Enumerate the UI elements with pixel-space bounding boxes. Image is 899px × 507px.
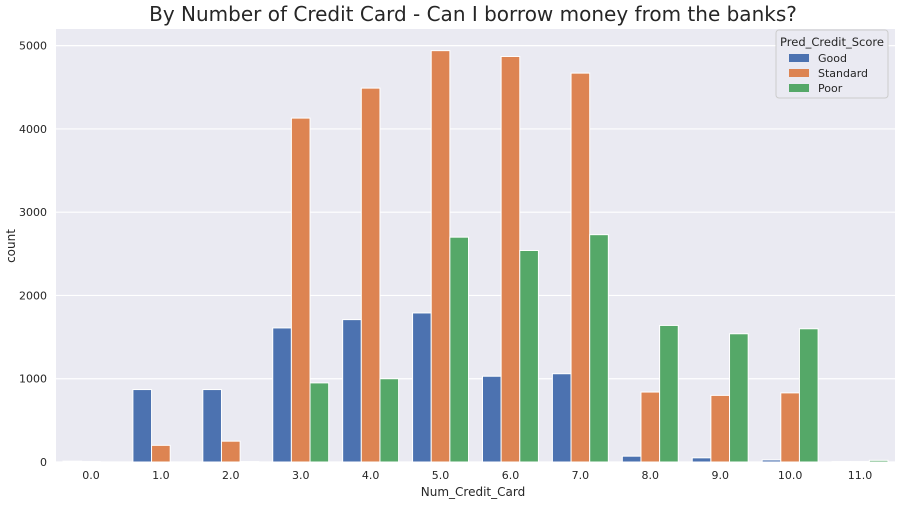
bar-standard-7.0: [571, 73, 590, 462]
legend-swatch-poor: [789, 84, 809, 92]
chart-title: By Number of Credit Card - Can I borrow …: [149, 2, 797, 26]
bar-poor-5.0: [450, 237, 469, 462]
x-tick-label: 6.0: [502, 469, 520, 482]
x-tick-label: 2.0: [222, 469, 240, 482]
bar-poor-3.0: [310, 383, 329, 462]
bar-good-0.0: [63, 461, 82, 462]
x-axis-label: Num_Credit_Card: [421, 485, 525, 499]
bar-poor-7.0: [590, 235, 609, 462]
bar-good-6.0: [482, 376, 501, 462]
bar-standard-5.0: [431, 51, 450, 462]
y-tick-label: 1000: [19, 373, 47, 386]
y-axis-label: count: [4, 229, 18, 263]
legend-swatch-standard: [789, 69, 809, 77]
legend-label-standard: Standard: [818, 67, 868, 80]
plot-background: [56, 29, 895, 462]
bar-good-2.0: [203, 390, 222, 462]
bar-good-5.0: [413, 313, 432, 462]
bar-good-10.0: [762, 460, 781, 462]
bar-good-9.0: [692, 458, 711, 462]
bar-standard-8.0: [641, 392, 660, 462]
bar-standard-2.0: [221, 441, 240, 462]
bar-good-7.0: [552, 374, 571, 462]
y-tick-labels: 0 1000 2000 3000 4000 5000: [19, 40, 47, 469]
bar-good-1.0: [133, 390, 152, 462]
legend: Pred_Credit_Score Good Standard Poor: [776, 30, 888, 98]
bar-standard-9.0: [711, 395, 730, 462]
bar-poor-4.0: [380, 379, 399, 462]
bar-standard-3.0: [291, 118, 310, 462]
y-tick-label: 5000: [19, 40, 47, 53]
bar-poor-10.0: [799, 329, 818, 462]
bar-standard-1.0: [152, 445, 171, 462]
y-tick-label: 3000: [19, 206, 47, 219]
x-tick-label: 11.0: [848, 469, 873, 482]
y-tick-label: 4000: [19, 123, 47, 136]
legend-label-good: Good: [818, 52, 847, 65]
bar-good-8.0: [622, 456, 641, 462]
x-tick-labels: 0.0 1.0 2.0 3.0 4.0 5.0 6.0 7.0 8.0 9.0 10.0 11.0: [82, 469, 872, 482]
legend-label-poor: Poor: [818, 82, 843, 95]
y-tick-label: 2000: [19, 289, 47, 302]
bar-standard-6.0: [501, 56, 520, 462]
x-tick-label: 1.0: [152, 469, 170, 482]
legend-swatch-good: [789, 54, 809, 62]
x-tick-label: 3.0: [292, 469, 310, 482]
bar-good-3.0: [273, 328, 292, 462]
bar-poor-6.0: [520, 250, 539, 462]
bar-poor-8.0: [660, 325, 679, 462]
x-tick-label: 0.0: [82, 469, 100, 482]
bar-poor-9.0: [730, 334, 749, 462]
y-tick-label: 0: [40, 456, 47, 469]
x-tick-label: 9.0: [711, 469, 729, 482]
x-tick-label: 8.0: [642, 469, 660, 482]
bar-good-4.0: [343, 320, 362, 462]
bar-poor-11.0: [869, 460, 888, 462]
x-tick-label: 7.0: [572, 469, 590, 482]
x-tick-label: 5.0: [432, 469, 450, 482]
bar-standard-10.0: [781, 393, 800, 462]
bar-standard-4.0: [361, 88, 380, 462]
legend-title: Pred_Credit_Score: [780, 35, 884, 49]
x-tick-label: 4.0: [362, 469, 380, 482]
x-tick-label: 10.0: [778, 469, 803, 482]
